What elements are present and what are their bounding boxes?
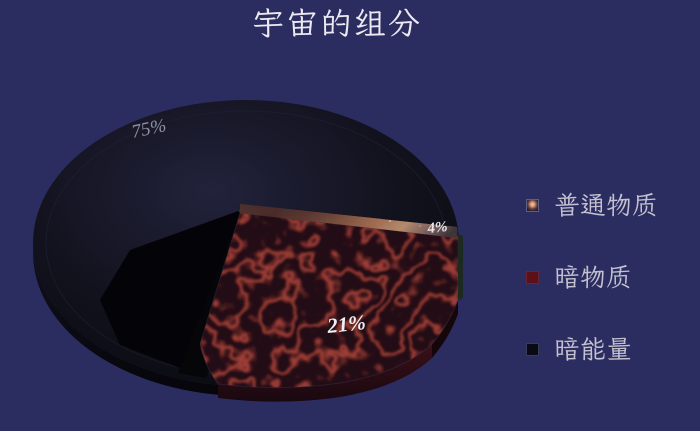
svg-text:4%: 4% (426, 219, 449, 237)
svg-text:21%: 21% (325, 310, 367, 338)
